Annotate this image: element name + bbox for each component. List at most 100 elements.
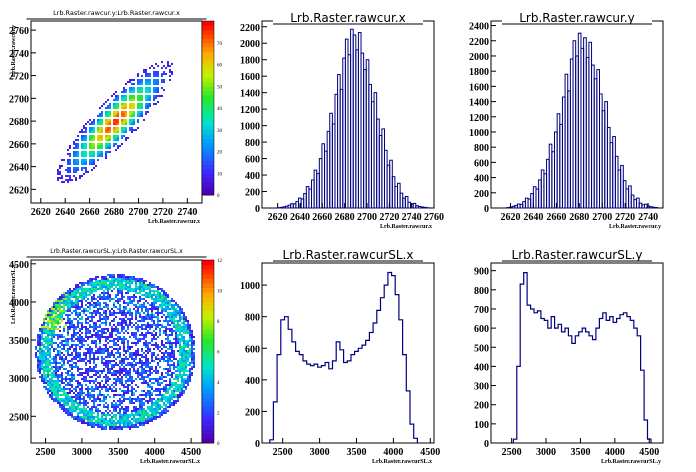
heatmap-cell (67, 350, 69, 352)
heatmap-cell (159, 388, 161, 390)
heatmap-cell (95, 157, 97, 159)
heatmap-cell (125, 418, 127, 420)
heatmap-cell (123, 99, 125, 101)
heatmap-cell (101, 330, 103, 332)
heatmap-cell (83, 344, 85, 346)
heatmap-cell (79, 137, 81, 139)
heatmap-cell (145, 69, 147, 71)
heatmap-cell (79, 418, 81, 420)
heatmap-cell (181, 388, 183, 390)
heatmap-cell (47, 364, 49, 366)
heatmap-cell (159, 414, 161, 416)
heatmap-cell (97, 288, 99, 290)
heatmap-cell (171, 316, 173, 318)
heatmap-cell (175, 376, 177, 378)
heatmap-cell (153, 75, 155, 77)
heatmap-cell (153, 304, 155, 306)
heatmap-cell (145, 294, 147, 296)
heatmap-cell (141, 93, 143, 95)
heatmap-cell (75, 151, 77, 153)
heatmap-cell (39, 376, 41, 378)
heatmap-cell (101, 380, 103, 382)
heatmap-cell (131, 356, 133, 358)
heatmap-cell (159, 312, 161, 314)
x-tick-label: 2700 (592, 212, 612, 223)
heatmap-cell (61, 177, 63, 179)
heatmap-cell (97, 304, 99, 306)
heatmap-cell (161, 352, 163, 354)
heatmap-cell (77, 408, 79, 410)
heatmap-cell (191, 358, 193, 360)
heatmap-cell (109, 362, 111, 364)
heatmap-cell (87, 135, 89, 137)
heatmap-cell (75, 390, 77, 392)
heatmap-cell (113, 117, 115, 119)
heatmap-cell (127, 346, 129, 348)
heatmap-cell (161, 67, 163, 69)
heatmap-cell (141, 332, 143, 334)
heatmap-cell (105, 362, 107, 364)
heatmap-cell (95, 135, 97, 137)
heatmap-cell (161, 316, 163, 318)
color-scale-step (202, 94, 214, 100)
heatmap-cell (155, 306, 157, 308)
heatmap-cell (97, 412, 99, 414)
heatmap-cell (121, 294, 123, 296)
heatmap-cell (45, 388, 47, 390)
heatmap-cell (87, 328, 89, 330)
title-box (273, 10, 423, 24)
heatmap-cell (137, 412, 139, 414)
heatmap-cell (145, 414, 147, 416)
heatmap-cell (157, 348, 159, 350)
heatmap-cell (115, 149, 117, 151)
heatmap-cell (73, 362, 75, 364)
heatmap-cell (99, 382, 101, 384)
heatmap-cell (131, 376, 133, 378)
heatmap-cell (129, 416, 131, 418)
heatmap-cell (95, 159, 97, 161)
heatmap-cell (175, 366, 177, 368)
heatmap-cell (165, 328, 167, 330)
heatmap-cell (151, 85, 153, 87)
color-scale-step (202, 260, 214, 266)
heatmap-cell (159, 89, 161, 91)
heatmap-cell (77, 292, 79, 294)
heatmap-cell (139, 286, 141, 288)
heatmap-cell (49, 334, 51, 336)
heatmap-cell (131, 127, 133, 129)
heatmap-cell (93, 366, 95, 368)
heatmap-cell (177, 342, 179, 344)
heatmap-cell (157, 400, 159, 402)
heatmap-cell (95, 129, 97, 131)
heatmap-cell (85, 143, 87, 145)
heatmap-cell (45, 316, 47, 318)
heatmap-cell (121, 414, 123, 416)
heatmap-cell (171, 350, 173, 352)
heatmap-cell (95, 380, 97, 382)
heatmap-cell (85, 354, 87, 356)
heatmap-cell (187, 374, 189, 376)
heatmap-cell (71, 410, 73, 412)
heatmap-cell (127, 364, 129, 366)
heatmap-cell (85, 416, 87, 418)
heatmap-cell (157, 416, 159, 418)
heatmap-cell (117, 125, 119, 127)
heatmap-cell (35, 346, 37, 348)
heatmap-cell (77, 322, 79, 324)
heatmap-cell (131, 79, 133, 81)
heatmap-cell (145, 111, 147, 113)
heatmap-cell (85, 282, 87, 284)
heatmap-cell (61, 366, 63, 368)
color-scale-step (202, 378, 214, 385)
heatmap-cell (165, 300, 167, 302)
heatmap-cell (65, 410, 67, 412)
heatmap-cell (121, 396, 123, 398)
heatmap-cell (173, 314, 175, 316)
heatmap-cell (139, 89, 141, 91)
heatmap-cell (97, 139, 99, 141)
heatmap-cell (65, 324, 67, 326)
heatmap-cell (47, 346, 49, 348)
heatmap-cell (69, 328, 71, 330)
heatmap-cell (121, 278, 123, 280)
heatmap-cell (93, 310, 95, 312)
